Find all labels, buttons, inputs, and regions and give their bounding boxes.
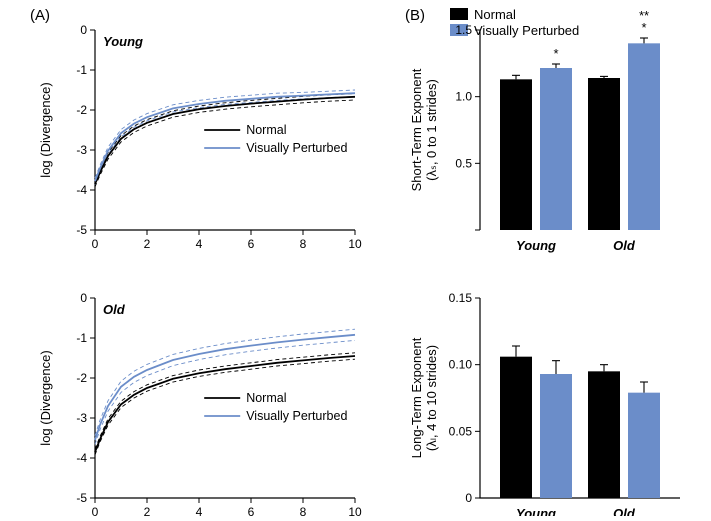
group-label: Old <box>613 238 636 253</box>
y-tick-label: 0 <box>80 291 87 305</box>
y-tick-label: -2 <box>76 371 87 385</box>
y-tick-label: 0.5 <box>455 156 472 170</box>
bar-panel: 0 0.05 0.10 0.15 Long-Term Exponent(λₗ, 4 to… <box>409 291 680 516</box>
legend-text-normal: Normal <box>246 123 286 137</box>
perturbed-mean-line <box>95 335 355 440</box>
line-panel: -5-4-3-2-100246810log (Divergence)Stride… <box>38 291 362 516</box>
bar-perturbed <box>628 393 660 498</box>
y-axis-label: Short-Term Exponent(λₛ, 0 to 1 strides) <box>409 68 439 191</box>
x-tick-label: 4 <box>196 505 203 516</box>
y-tick-label: 0.15 <box>449 291 473 305</box>
y-axis-label: Long-Term Exponent(λₗ, 4 to 10 strides) <box>409 337 439 458</box>
x-tick-label: 6 <box>248 237 255 251</box>
group-label: Young <box>516 506 556 516</box>
significance-marker: ** <box>639 8 649 23</box>
y-tick-label: -3 <box>76 143 87 157</box>
legend-swatch-normal <box>450 8 468 20</box>
panel-label-b: (B) <box>405 7 425 24</box>
panel-label-a: (A) <box>30 7 50 24</box>
line-panel: -5 -4 -3 -2 -1 0 0 2 4 6 8 10 log (Divergence) Young N… <box>38 23 362 251</box>
bar-perturbed <box>540 68 572 230</box>
y-axis-label: log (Divergence) <box>38 82 53 177</box>
y-tick-label: 1.5 <box>455 23 472 37</box>
panel-title: Old <box>103 302 126 317</box>
x-tick-label: 2 <box>144 237 151 251</box>
x-tick-label: 0 <box>92 505 99 516</box>
x-tick-label: 8 <box>300 505 307 516</box>
x-tick-label: 0 <box>92 237 99 251</box>
y-tick-label: 0.05 <box>449 424 473 438</box>
y-tick-label: -1 <box>76 63 87 77</box>
y-tick-label: 0 <box>465 491 472 505</box>
y-tick-label: -5 <box>76 491 87 505</box>
x-tick-label: 6 <box>248 505 255 516</box>
y-tick-label: 0.10 <box>449 358 473 372</box>
bar-perturbed <box>540 374 572 498</box>
group-label: Old <box>613 506 636 516</box>
group-label: Young <box>516 238 556 253</box>
normal-ci-upper <box>95 353 355 449</box>
y-tick-label: -4 <box>76 183 87 197</box>
x-tick-label: 10 <box>348 505 362 516</box>
legend-text-normal: Normal <box>246 391 286 405</box>
y-tick-label: -4 <box>76 451 87 465</box>
figure-svg: (A)(B)NormalVisually Perturbed-5-4-3-2-1… <box>0 0 711 516</box>
bar-perturbed <box>628 43 660 230</box>
y-axis-label: log (Divergence) <box>38 350 53 445</box>
x-tick-label: 8 <box>300 237 307 251</box>
legend-text-perturbed: Visually Perturbed <box>246 409 347 423</box>
y-tick-label: -2 <box>76 103 87 117</box>
significance-marker: * <box>553 46 558 61</box>
normal-mean-line <box>95 356 355 452</box>
legend-label-normal: Normal <box>474 7 516 22</box>
y-tick-label: 1.0 <box>455 90 472 104</box>
bar-panel: 0.5 1.0 1.5 Short-Term Exponent(λₛ, 0 to 1 … <box>409 8 660 253</box>
bar-normal <box>500 357 532 498</box>
panel-title: Young <box>103 34 143 49</box>
y-tick-label: 0 <box>80 23 87 37</box>
bar-normal <box>588 371 620 498</box>
y-tick-label: -1 <box>76 331 87 345</box>
y-tick-label: -5 <box>76 223 87 237</box>
bar-normal <box>588 78 620 230</box>
x-tick-label: 4 <box>196 237 203 251</box>
normal-ci-lower <box>95 359 355 455</box>
legend-label-perturbed: Visually Perturbed <box>474 23 579 38</box>
bar-normal <box>500 79 532 230</box>
x-tick-label: 2 <box>144 505 151 516</box>
x-tick-label: 10 <box>348 237 362 251</box>
perturbed-ci-lower <box>95 340 355 444</box>
y-tick-label: -3 <box>76 411 87 425</box>
figure-root: (A)(B)NormalVisually Perturbed-5-4-3-2-1… <box>0 0 711 516</box>
legend-text-perturbed: Visually Perturbed <box>246 141 347 155</box>
